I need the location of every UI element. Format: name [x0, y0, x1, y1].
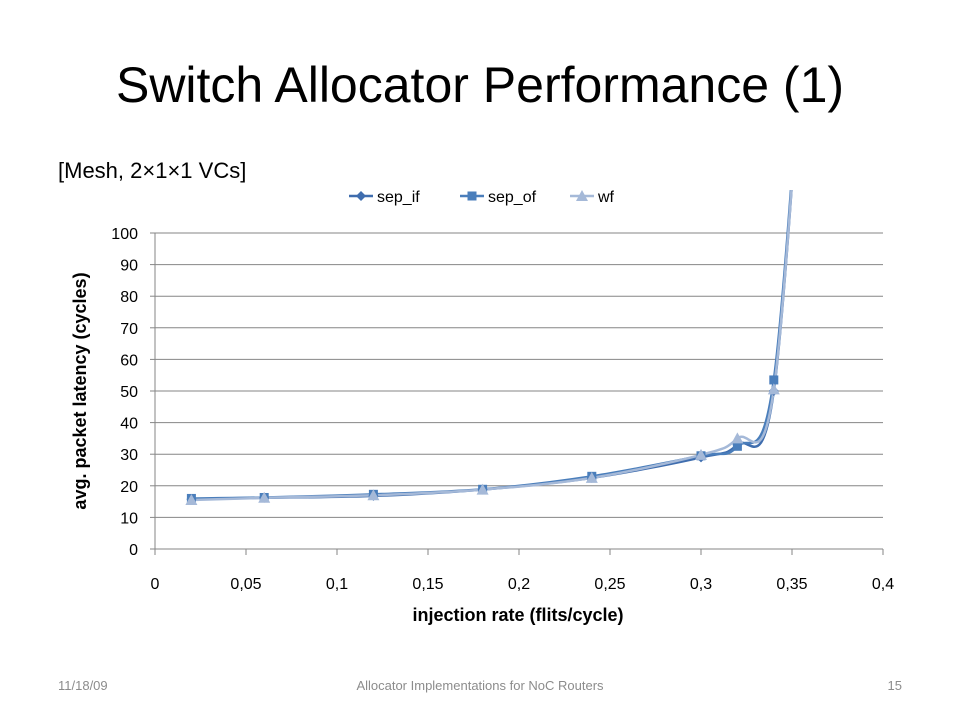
footer-title: Allocator Implementations for NoC Router…	[356, 678, 604, 693]
series-layer	[191, 190, 793, 502]
legend-marker-sep_if	[356, 191, 366, 201]
series-line-sep_if	[191, 190, 793, 501]
marker-layer	[185, 375, 780, 506]
data-point-wf	[476, 483, 489, 495]
y-tick-label: 90	[120, 258, 138, 275]
y-tick-label: 10	[120, 510, 138, 527]
legend-label-wf: wf	[597, 189, 615, 206]
x-tick-label: 0,35	[776, 576, 807, 593]
legend-marker-sep_of	[467, 191, 477, 201]
y-tick-label: 40	[120, 416, 138, 433]
x-tick-label: 0,25	[594, 576, 625, 593]
y-tick-label: 0	[129, 542, 138, 559]
data-point-wf	[258, 491, 271, 503]
legend-marker-wf	[576, 190, 588, 201]
y-tick-label: 70	[120, 321, 138, 338]
x-tick-label: 0,05	[230, 576, 261, 593]
data-point-wf	[695, 448, 707, 460]
data-point-wf	[367, 489, 380, 501]
x-axis-title: injection rate (flits/cycle)	[412, 605, 623, 625]
slide-title: Switch Allocator Performance (1)	[115, 57, 845, 113]
x-tick-label: 0,2	[508, 576, 530, 593]
legend: sep_if sep_of wf	[349, 189, 615, 206]
y-tick-label: 20	[120, 479, 138, 496]
x-tick-label: 0,3	[690, 576, 712, 593]
data-point-wf	[731, 432, 744, 444]
x-tick-label: 0	[151, 576, 160, 593]
page-number: 15	[887, 678, 902, 693]
footer-date: 11/18/09	[58, 678, 108, 693]
y-tick-label: 100	[111, 226, 138, 243]
x-tick-label: 0,4	[872, 576, 894, 593]
data-point-sep_of	[769, 375, 779, 385]
y-axis-title: avg. packet latency (cycles)	[70, 272, 90, 509]
y-tick-label: 60	[120, 352, 138, 369]
legend-label-sep_if: sep_if	[377, 189, 420, 206]
data-point-wf	[585, 471, 598, 483]
grid-lines	[155, 232, 883, 518]
series-line-wf	[191, 190, 793, 502]
data-point-wf	[767, 383, 780, 395]
data-point-wf	[185, 494, 198, 506]
legend-label-sep_of: sep_of	[488, 189, 537, 206]
y-tick-label: 30	[120, 447, 138, 464]
series-line-sep_of	[191, 190, 793, 500]
slide-subtitle: [Mesh, 2×1×1 VCs]	[58, 158, 247, 183]
data-point-sep_of	[732, 441, 742, 451]
x-tick-label: 0,15	[412, 576, 443, 593]
y-tick-label: 80	[120, 289, 138, 306]
x-tick-label: 0,1	[326, 576, 348, 593]
axes: 0 10 20 30 40 50 60 70 80 90 100 0 0,05 0,1 0,15 0,2 0,2…	[111, 226, 894, 593]
y-tick-label: 50	[120, 384, 138, 401]
